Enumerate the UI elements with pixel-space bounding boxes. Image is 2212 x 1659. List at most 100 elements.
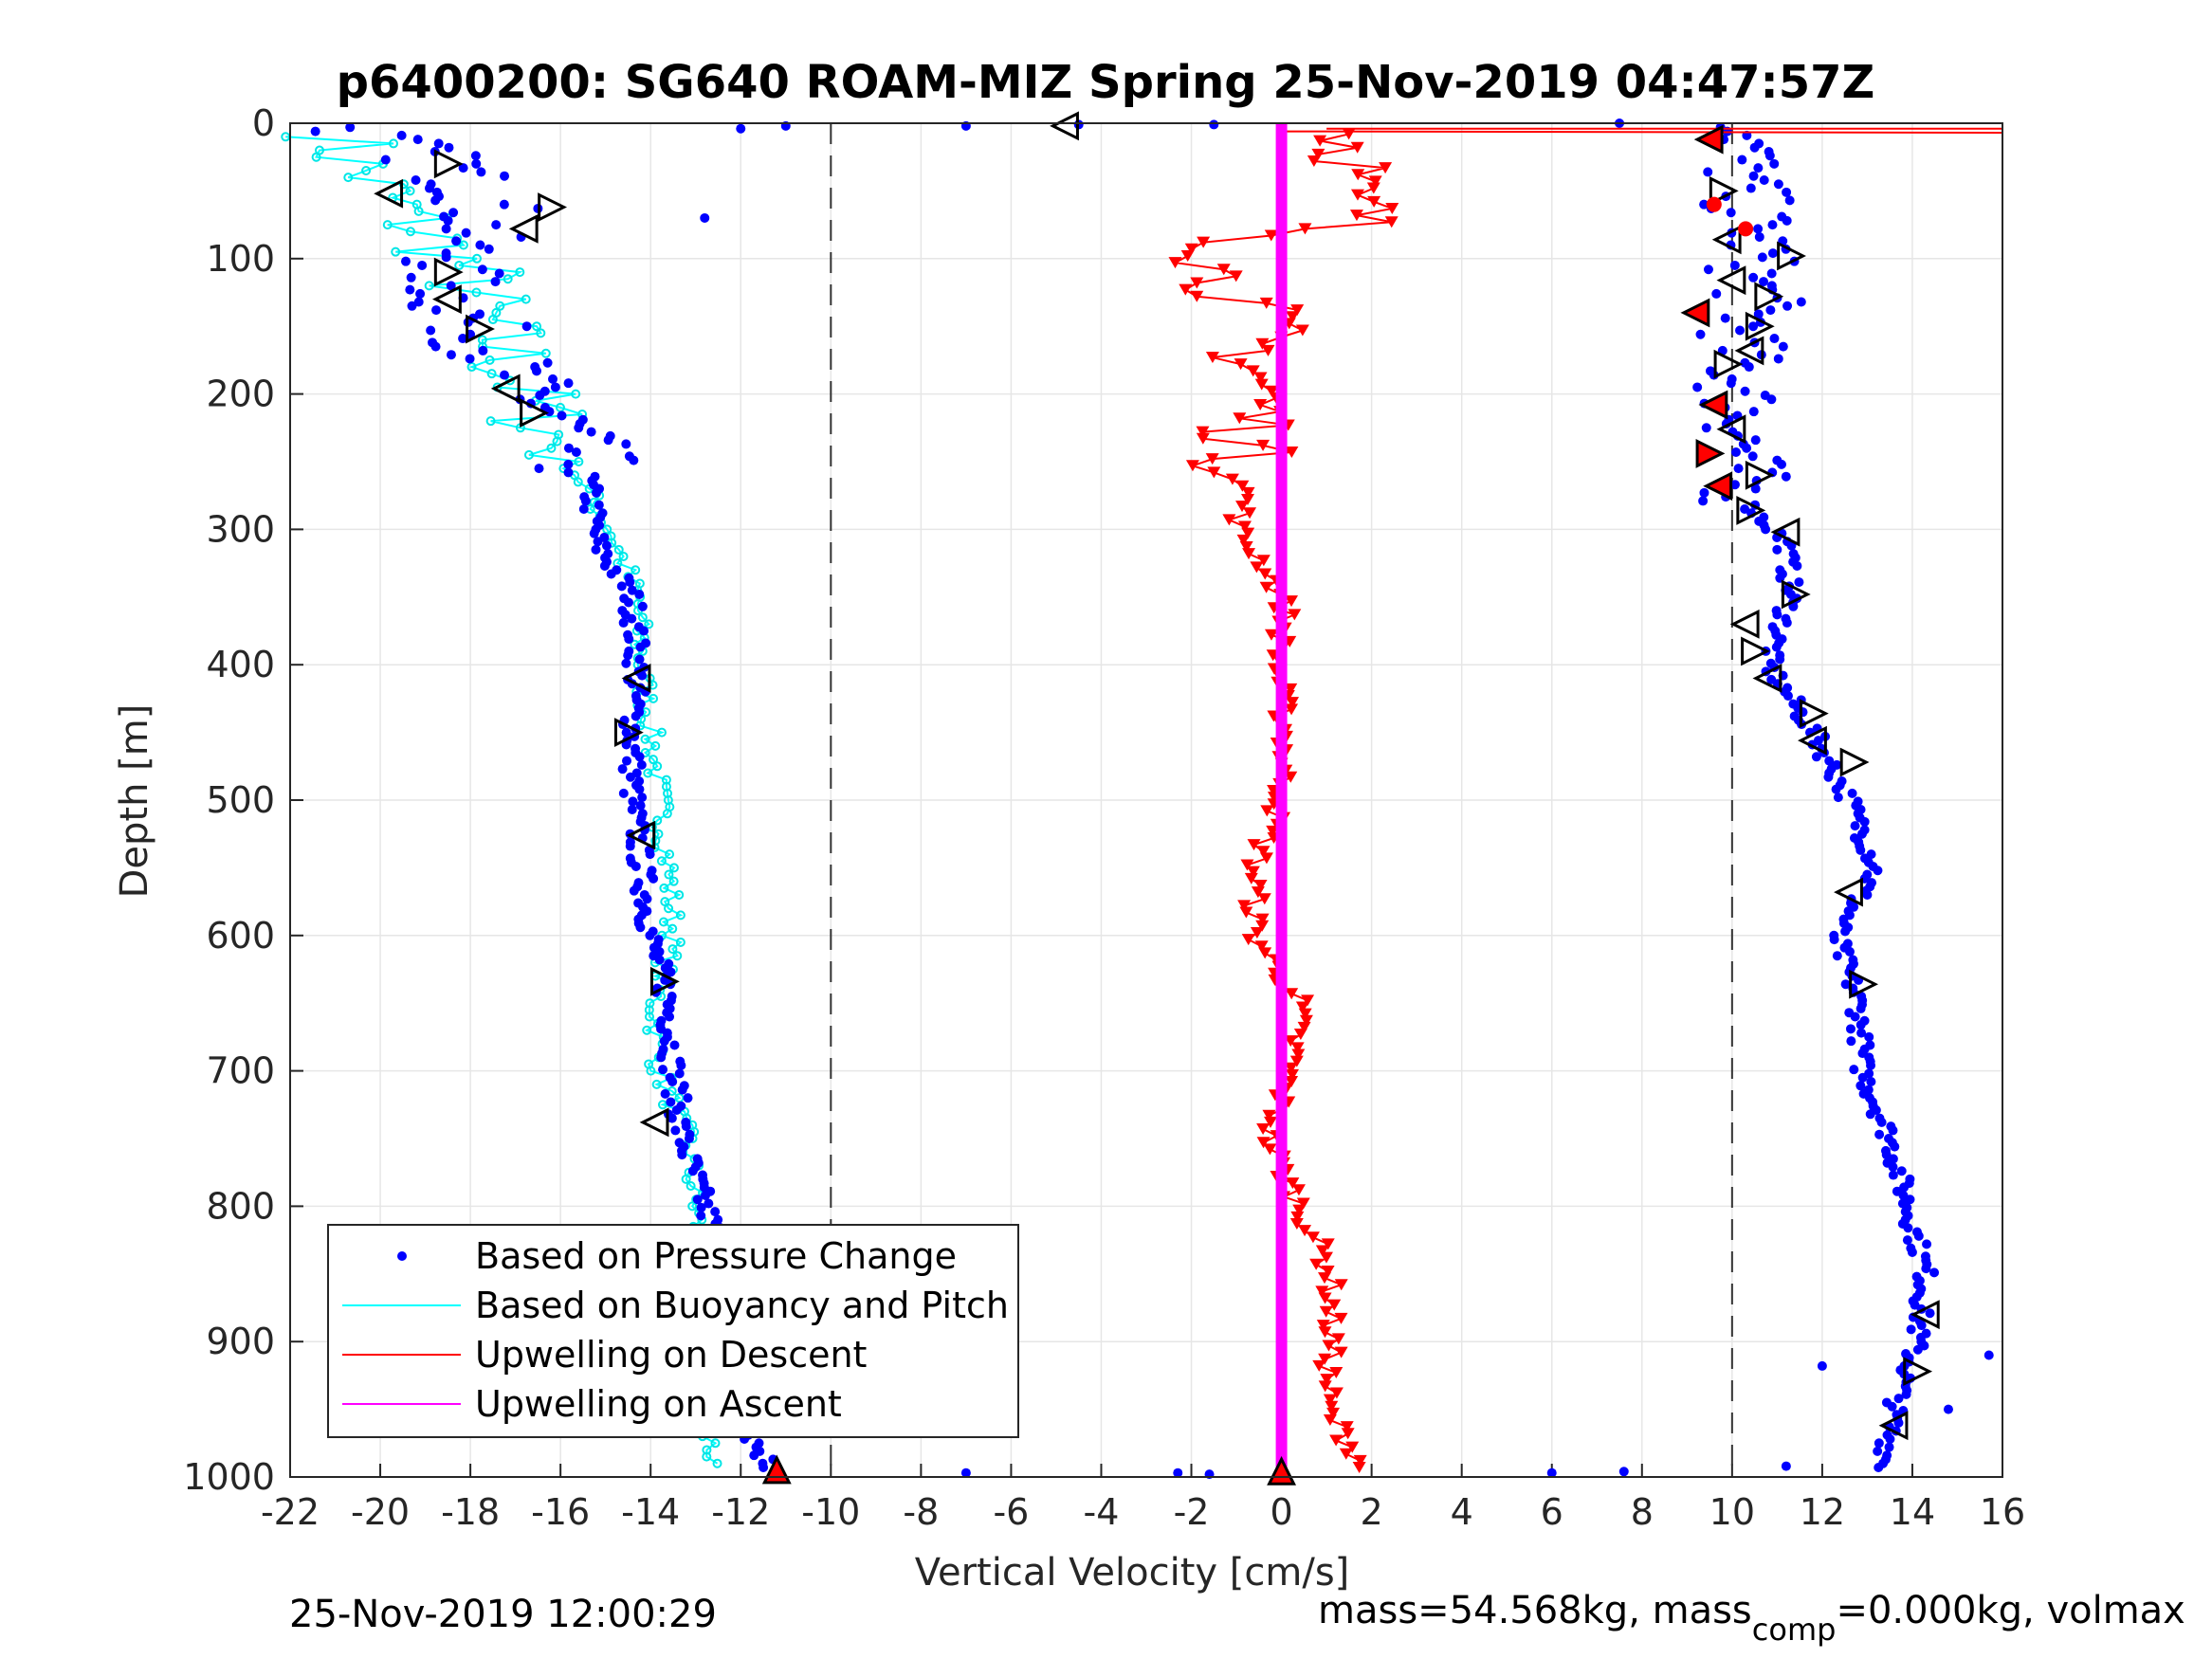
y-tick-label: 100 [206, 238, 275, 280]
pressure-change-point [1759, 174, 1769, 185]
y-tick-label: 0 [252, 102, 275, 144]
pressure-change-point [1753, 163, 1764, 173]
pressure-change-point [1847, 788, 1857, 798]
pressure-change-point [412, 135, 423, 145]
pressure-change-point [477, 264, 487, 275]
buoyancy-pitch-point [662, 809, 672, 819]
pressure-change-point [1865, 1109, 1875, 1120]
pressure-change-point [666, 1097, 676, 1107]
upwelling-descent-point [1264, 1116, 1278, 1128]
pressure-change-point [1782, 215, 1792, 226]
upwelling-descent-point [1242, 548, 1256, 560]
buoyancy-pitch-point [573, 477, 583, 487]
pressure-change-point [616, 581, 627, 592]
x-tick-label: -22 [261, 1491, 320, 1533]
pressure-change-point [599, 560, 610, 571]
upwelling-descent-point [1246, 365, 1260, 377]
upwelling-descent-point [1318, 1353, 1332, 1365]
y-tick-label: 300 [206, 508, 275, 550]
ascent-marker [1839, 747, 1870, 777]
buoyancy-pitch-point [668, 876, 679, 886]
buoyancy-pitch-point [536, 328, 546, 338]
pressure-change-point [683, 1093, 693, 1103]
upwelling-descent-point [1339, 1448, 1353, 1460]
pressure-change-point [1896, 1166, 1907, 1176]
upwelling-descent-point [1256, 1137, 1271, 1149]
buoyancy-pitch-point [503, 274, 513, 284]
x-tick-label: -16 [531, 1491, 590, 1533]
pressure-change-point [542, 357, 553, 368]
axes-box [289, 122, 2003, 1478]
red-point [1738, 221, 1754, 237]
pressure-change-point [1747, 451, 1758, 462]
upwelling-descent-point [1289, 1055, 1304, 1067]
pressure-change-point [1885, 1434, 1895, 1445]
upwelling-descent-point [1331, 1333, 1345, 1345]
ascent-marker [1745, 311, 1775, 341]
buoyancy-pitch-point [540, 348, 551, 358]
pressure-change-point [667, 1113, 677, 1123]
pressure-change-point [1832, 951, 1842, 961]
upwelling-descent-point [1196, 426, 1210, 438]
pressure-change-point [426, 325, 436, 336]
pressure-change-point [1701, 423, 1711, 433]
pressure-change-point [563, 443, 574, 453]
pressure-change-point [1893, 1394, 1904, 1404]
pressure-change-point [1888, 1125, 1898, 1136]
pressure-change-point [1782, 617, 1792, 628]
x-tick-label: -2 [1174, 1491, 1210, 1533]
upwelling-descent-point [1367, 195, 1381, 208]
pressure-change-point [1782, 301, 1793, 311]
buoyancy-pitch-point [642, 1025, 652, 1035]
upwelling-descent-point [1261, 344, 1275, 356]
pressure-change-point [1766, 268, 1777, 279]
pressure-change-point [563, 467, 574, 478]
buoyancy-pitch-point [643, 768, 653, 778]
upwelling-descent-point [1253, 879, 1268, 891]
upwelling-descent-point [1298, 223, 1312, 235]
upwelling-descent-point [1321, 1265, 1335, 1277]
upwelling-descent-point [1329, 1434, 1344, 1447]
pressure-change-point [544, 407, 555, 417]
upwelling-descent-point [1285, 1076, 1299, 1088]
pressure-change-point [593, 537, 603, 547]
ascent-marker [1849, 969, 1879, 999]
pressure-change-point [645, 930, 655, 940]
buoyancy-pitch-point [644, 1012, 654, 1022]
pressure-change-point [618, 788, 629, 798]
pressure-change-point [1753, 309, 1764, 319]
pressure-change-point [458, 163, 468, 173]
ascent-marker [1745, 460, 1775, 490]
pressure-change-point [634, 784, 645, 794]
upwelling-descent-point [1205, 352, 1219, 364]
pressure-change-point [594, 500, 604, 510]
upwelling-descent-point [1180, 249, 1195, 262]
pressure-change-point [1913, 1231, 1924, 1241]
upwelling-descent-point [1318, 1380, 1332, 1393]
y-tick-label: 500 [206, 779, 275, 821]
buoyancy-pitch-point [361, 165, 372, 175]
pressure-change-point [627, 804, 637, 814]
ascent-marker [1903, 1357, 1933, 1387]
upwelling-descent-point [1379, 162, 1393, 174]
pressure-change-point [658, 1065, 668, 1075]
pressure-change-point [548, 374, 558, 384]
x-tick-label: 14 [1890, 1491, 1935, 1533]
pressure-change-point [446, 350, 456, 360]
upwelling-descent-point [1256, 555, 1271, 567]
pressure-change-point [1173, 1468, 1183, 1478]
pressure-change-point [1733, 464, 1744, 474]
pressure-change-point [625, 772, 635, 782]
y-tick-label: 900 [206, 1321, 275, 1362]
pressure-change-point [592, 487, 602, 498]
pressure-change-point [635, 800, 646, 811]
pressure-change-point [669, 1040, 680, 1050]
pressure-change-point [1209, 119, 1219, 130]
pressure-change-point [470, 151, 481, 161]
x-tick-label: -8 [903, 1491, 939, 1533]
pressure-change-point [1893, 1417, 1904, 1428]
upwelling-descent-point [1286, 311, 1300, 323]
pressure-change-point [1692, 382, 1703, 392]
legend: Based on Pressure Change Based on Buoyanc… [327, 1224, 1019, 1438]
buoyancy-pitch-point [532, 321, 542, 332]
